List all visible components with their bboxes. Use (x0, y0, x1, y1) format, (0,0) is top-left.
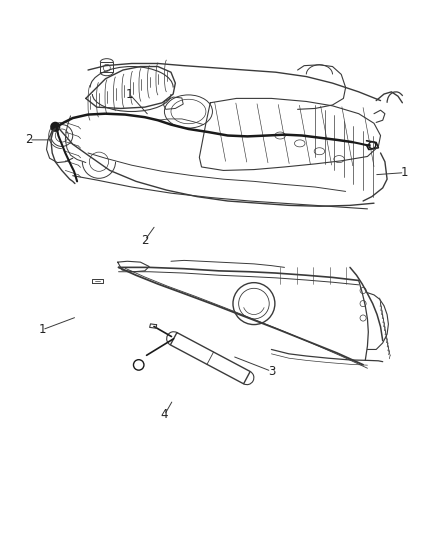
Text: 4: 4 (161, 408, 168, 422)
Text: 3: 3 (268, 365, 275, 378)
Text: 2: 2 (25, 133, 33, 147)
Text: 1: 1 (39, 324, 46, 336)
Circle shape (51, 123, 60, 131)
Text: 1: 1 (126, 87, 133, 101)
Text: 1: 1 (401, 166, 408, 179)
Text: 2: 2 (141, 234, 148, 247)
